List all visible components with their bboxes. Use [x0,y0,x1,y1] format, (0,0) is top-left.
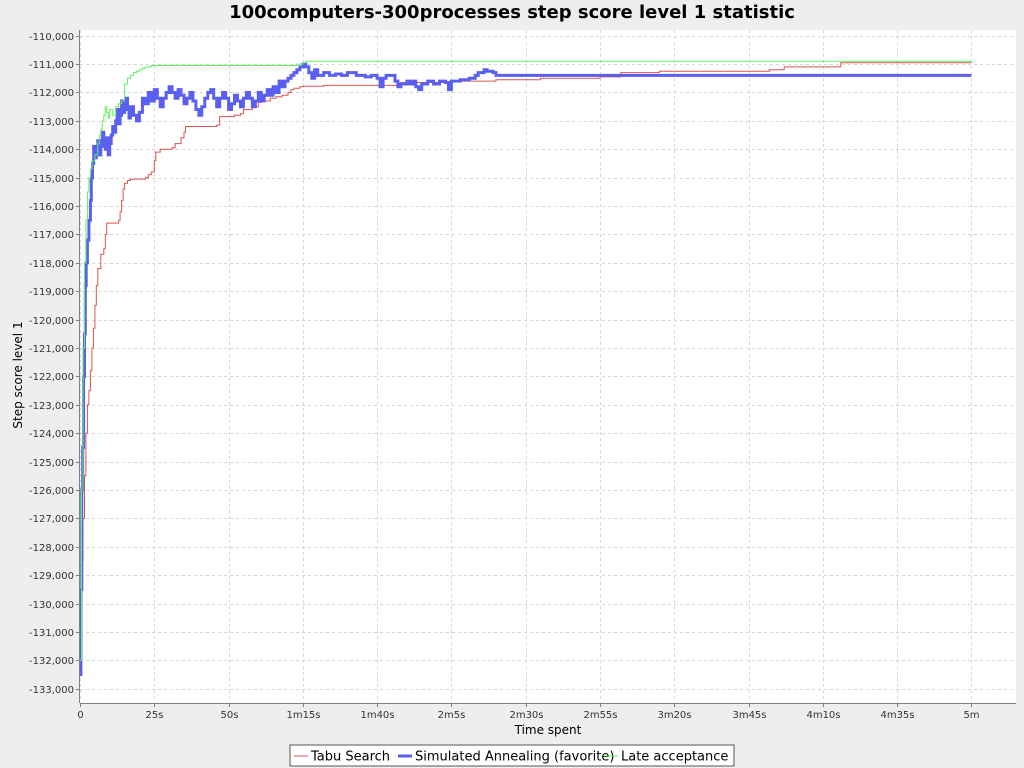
series-layer [79,60,972,677]
legend-box [289,744,735,767]
x-tick-label: 5m [963,710,979,721]
plot-area [80,30,1016,703]
y-tick-label: -130,000 [29,600,74,611]
series-line-3 [80,60,972,661]
y-tick-label: -131,000 [29,628,74,639]
x-tick-label: 2m55s [583,710,617,721]
x-tick-label: 0 [77,710,83,721]
y-tick-label: -129,000 [29,571,74,582]
y-axis-label: Step score level 1 [11,321,25,428]
x-tick-label: 4m35s [880,710,914,721]
y-tick-label: -125,000 [29,458,74,469]
series-line-2 [79,62,972,677]
legend-label: Simulated Annealing (favorite) [415,750,614,765]
legend-label: Tabu Search [310,750,390,765]
y-tick-label: -126,000 [29,486,74,497]
y-tick-label: -116,000 [29,202,74,213]
x-tick-label: 25s [146,710,164,721]
legend-label: Late acceptance [621,750,728,765]
x-tick-label: 1m40s [360,710,394,721]
x-axis-label: Time spent [514,723,582,737]
y-tick-label: -114,000 [29,145,74,156]
gridlines [80,30,1016,703]
y-tick-label: -121,000 [29,344,74,355]
x-tick-label: 2m30s [509,710,543,721]
x-tick-label: 3m45s [732,710,766,721]
y-tick-label: -117,000 [29,230,74,241]
y-axis-ticks: -110,000 -111,000 -112,000 -113,000 -114,000… [29,32,80,696]
y-tick-label: -119,000 [29,287,74,298]
y-tick-label: -120,000 [29,316,74,327]
x-tick-label: 1m15s [286,710,320,721]
y-tick-label: -112,000 [29,88,74,99]
x-tick-label: 50s [221,710,239,721]
x-tick-label: 2m5s [438,710,466,721]
legend: Tabu Search Simulated Annealing (favorite… [289,744,735,767]
x-tick-label: 4m10s [806,710,840,721]
y-tick-label: -118,000 [29,259,74,270]
x-tick-label: 3m20s [657,710,691,721]
y-tick-label: -123,000 [29,401,74,412]
y-tick-label: -122,000 [29,372,74,383]
y-tick-label: -110,000 [29,32,74,43]
y-tick-label: -124,000 [29,429,74,440]
series-line-1 [80,62,972,661]
y-tick-label: -128,000 [29,543,74,554]
y-tick-label: -133,000 [29,685,74,696]
y-tick-label: -113,000 [29,117,74,128]
y-tick-label: -115,000 [29,174,74,185]
y-tick-label: -132,000 [29,656,74,667]
y-tick-label: -111,000 [29,60,74,71]
y-tick-label: -127,000 [29,514,74,525]
chart-title: 100computers-300processes step score lev… [229,2,795,23]
x-axis-ticks: 0 25s 50s 1m15s 1m40s 2m5s 2m30s 2m55s 3m20s 3m45… [77,703,980,721]
